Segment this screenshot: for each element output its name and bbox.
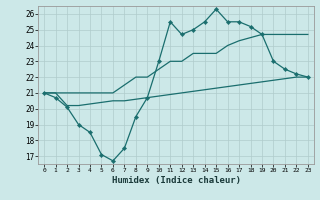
X-axis label: Humidex (Indice chaleur): Humidex (Indice chaleur) (111, 176, 241, 185)
